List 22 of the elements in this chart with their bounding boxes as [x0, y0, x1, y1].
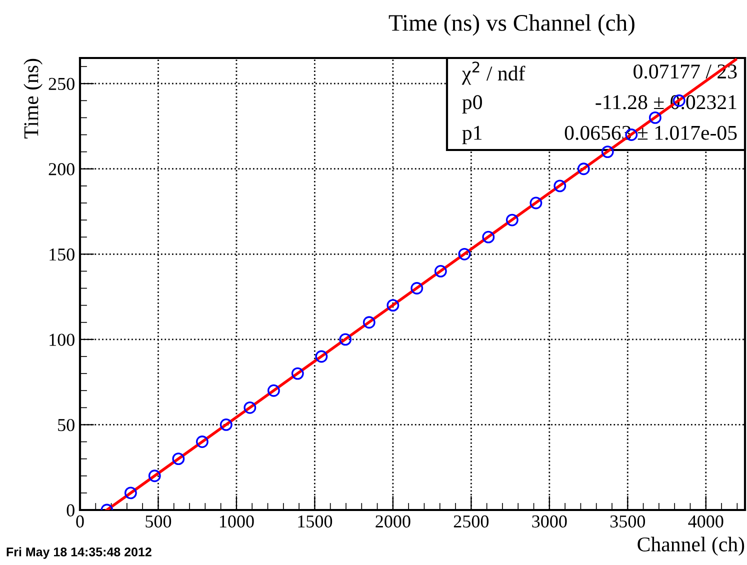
annotation: p1	[462, 126, 482, 144]
y-tick-label: 200	[48, 163, 74, 176]
x-tick-label: 2000	[376, 515, 410, 528]
y-tick-label: 50	[58, 418, 74, 432]
x-tick-label: 1500	[298, 515, 332, 528]
annotation: p0	[462, 95, 482, 114]
x-tick-label: 0	[76, 515, 84, 528]
annotation: χ$^{2}$ / ndf	[462, 62, 526, 85]
text: Fri May 18 14:35:48 2012	[6, 547, 152, 559]
x-axis-title: Channel (ch)	[638, 536, 744, 556]
y-tick-label: 100	[50, 334, 74, 346]
x-tick-label: 1000	[220, 515, 254, 528]
y-tick-label: 150	[50, 248, 74, 261]
x-tick-label: 3500	[610, 515, 646, 528]
y-tick-label: 0	[66, 504, 74, 516]
y-axis-title: Time (ns)	[24, 58, 42, 138]
x-tick-label: 4000	[688, 515, 724, 528]
x-tick-label: 3000	[532, 515, 567, 528]
x-tick-label: 500	[146, 515, 172, 528]
y-tick-label: 250	[48, 78, 74, 90]
x-tick-label: 2500	[454, 515, 489, 528]
chart-title: Time (ns) vs Channel (ch)	[388, 14, 634, 36]
